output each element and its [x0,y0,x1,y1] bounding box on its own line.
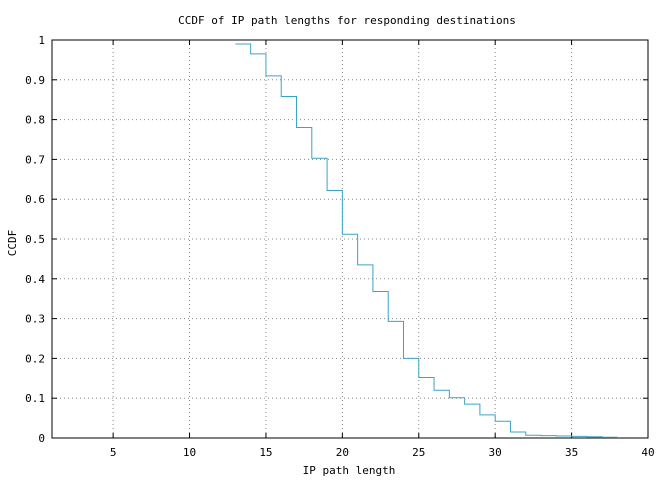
y-axis-label: CCDF [6,230,19,257]
x-tick-label: 20 [336,446,349,459]
y-tick-label: 0.4 [25,273,45,286]
x-tick-label: 5 [110,446,117,459]
y-tick-label: 0.7 [25,153,45,166]
y-tick-label: 0.6 [25,193,45,206]
y-tick-label: 1 [38,34,45,47]
plot-frame [51,39,649,439]
x-tick-label: 35 [565,446,578,459]
y-tick-label: 0.8 [25,114,45,127]
x-tick-label: 15 [259,446,272,459]
y-tick-label: 0.2 [25,352,45,365]
x-tick-label: 40 [641,446,654,459]
y-tick-label: 0.1 [25,392,45,405]
x-tick-labels: 5 10 15 20 25 30 35 40 [110,446,655,459]
series-group [235,43,618,438]
y-tick-label: 0.5 [25,233,45,246]
ccdf-series-line [235,43,618,438]
axis-ticks [52,39,649,439]
x-tick-label: 25 [412,446,425,459]
y-tick-label: 0 [38,432,45,445]
grid-lines [52,40,648,438]
x-tick-label: 30 [489,446,502,459]
y-tick-labels: 0 0.1 0.2 0.3 0.4 0.5 0.6 0.7 0.8 0.9 1 [25,34,45,445]
x-axis-label: IP path length [303,464,396,477]
x-tick-label: 10 [183,446,196,459]
y-tick-label: 0.3 [25,313,45,326]
chart-title: CCDF of IP path lengths for responding d… [178,14,516,27]
y-tick-label: 0.9 [25,74,45,87]
